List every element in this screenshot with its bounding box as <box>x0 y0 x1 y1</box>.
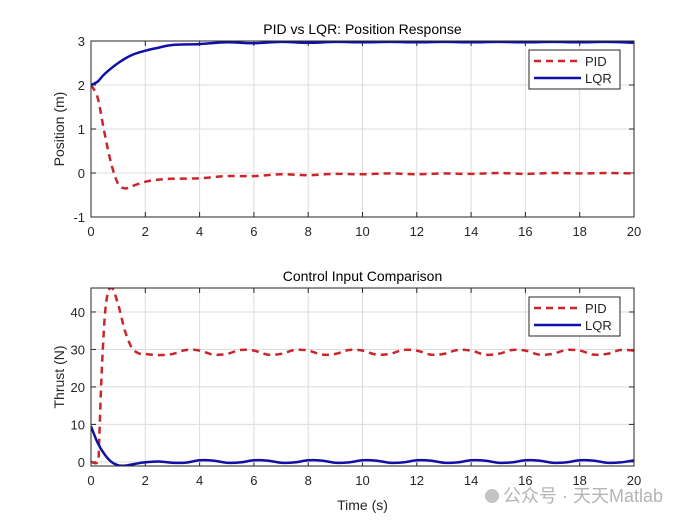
x-tick-label: 2 <box>142 224 149 239</box>
y-tick-label: 30 <box>71 342 85 357</box>
x-tick-label: 8 <box>305 224 312 239</box>
wechat-icon <box>485 489 499 503</box>
x-tick-label: 8 <box>305 473 312 488</box>
watermark-text: 公众号 · 天天Matlab <box>503 486 663 506</box>
x-tick-label: 0 <box>87 224 94 239</box>
x-tick-label: 0 <box>87 473 94 488</box>
series-line-pid <box>91 84 634 190</box>
y-tick-label: 2 <box>78 78 85 93</box>
y-tick-label: 3 <box>78 34 85 49</box>
x-tick-label: 12 <box>410 473 424 488</box>
legend-box <box>528 49 621 90</box>
x-tick-label: 16 <box>518 473 532 488</box>
x-tick-label: 20 <box>627 473 641 488</box>
y-tick-label: -1 <box>73 210 85 225</box>
legend-label-pid: PID <box>585 301 607 316</box>
series-line-pid <box>91 288 634 465</box>
axes-box <box>90 287 635 467</box>
chart-title: Control Input Comparison <box>283 268 443 284</box>
legend: PID LQR <box>528 296 621 337</box>
y-tick-label: 1 <box>78 122 85 137</box>
y-axis-label: Position (m) <box>51 92 67 167</box>
x-tick-label: 14 <box>464 224 478 239</box>
watermark: 公众号 · 天天Matlab <box>485 486 663 506</box>
x-tick-label: 14 <box>464 473 478 488</box>
legend-label-pid: PID <box>585 54 607 69</box>
y-tick-label: 40 <box>71 305 85 320</box>
x-tick-label: 20 <box>627 224 641 239</box>
x-axis-label: Time (s) <box>337 497 388 513</box>
chart-title: PID vs LQR: Position Response <box>263 21 462 37</box>
y-tick-label: 10 <box>71 417 85 432</box>
x-tick-label: 18 <box>572 473 586 488</box>
x-tick-label: 4 <box>196 473 203 488</box>
legend: PID LQR <box>528 49 621 90</box>
thrust-axes: 0 2 4 6 8 10 12 14 16 18 20 0 10 20 30 40 Control Input … <box>51 268 641 513</box>
series-line-lqr <box>91 425 634 466</box>
x-tick-label: 10 <box>355 473 369 488</box>
legend-box <box>528 296 621 337</box>
axes-box <box>90 40 635 218</box>
x-tick-label: 12 <box>410 224 424 239</box>
x-tick-label: 4 <box>196 224 203 239</box>
x-tick-label: 16 <box>518 224 532 239</box>
legend-label-lqr: LQR <box>585 318 612 333</box>
x-tick-label: 18 <box>572 224 586 239</box>
x-tick-label: 6 <box>250 224 257 239</box>
series-line-lqr <box>91 41 634 87</box>
y-axis-label: Thrust (N) <box>51 346 67 409</box>
x-tick-label: 2 <box>142 473 149 488</box>
x-tick-label: 10 <box>355 224 369 239</box>
legend-label-lqr: LQR <box>585 71 612 86</box>
y-tick-label: 0 <box>78 166 85 181</box>
x-tick-label: 6 <box>250 473 257 488</box>
y-tick-label: 20 <box>71 380 85 395</box>
y-tick-label: 0 <box>78 455 85 470</box>
